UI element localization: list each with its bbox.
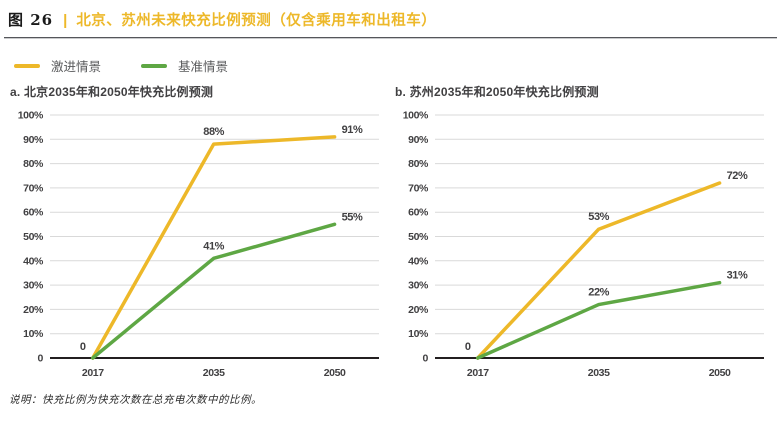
y-axis-tick: 20% bbox=[23, 304, 44, 316]
x-axis-tick: 2050 bbox=[709, 367, 731, 379]
data-label: 0 bbox=[80, 341, 86, 353]
y-axis-tick: 80% bbox=[23, 158, 44, 170]
legend-item: 激进情景 bbox=[14, 56, 101, 75]
y-axis-tick: 90% bbox=[408, 134, 429, 146]
title-separator: | bbox=[63, 12, 68, 29]
y-axis-tick: 60% bbox=[23, 207, 44, 219]
y-axis-tick: 100% bbox=[403, 110, 429, 122]
y-axis-tick: 30% bbox=[408, 280, 429, 292]
x-axis-tick: 2017 bbox=[467, 367, 489, 379]
chart-subtitle-suzhou: b. 苏州2035年和2050年快充比例预测 bbox=[395, 85, 599, 99]
chart-panel-beijing: a. 北京2035年和2050年快充比例预测 100% 90% 80% 70% 60% 5… bbox=[8, 83, 388, 388]
legend: 激进情景 基准情景 bbox=[14, 56, 781, 75]
data-label: 22% bbox=[588, 287, 609, 299]
line-chart: 100% 90% 80% 70% 60% 50% 40% 30% 20% 10% 0 2017 2035… bbox=[18, 110, 379, 379]
y-axis-tick: 90% bbox=[23, 134, 44, 146]
y-axis-tick: 30% bbox=[23, 280, 44, 292]
y-axis-tick: 40% bbox=[23, 255, 44, 267]
data-label: 0 bbox=[465, 341, 471, 353]
charts-row: a. 北京2035年和2050年快充比例预测 100% 90% 80% 70% 60% 5… bbox=[8, 83, 781, 388]
series-line bbox=[476, 280, 722, 360]
y-axis-tick: 70% bbox=[23, 182, 44, 194]
header-divider bbox=[4, 37, 777, 39]
x-axis-tick: 2050 bbox=[324, 367, 346, 379]
data-label: 53% bbox=[588, 211, 609, 223]
data-label: 91% bbox=[342, 124, 363, 136]
y-axis-tick: 70% bbox=[408, 182, 429, 194]
chart-panel-suzhou: b. 苏州2035年和2050年快充比例预测 100% 90% 80% 70% 60% 5… bbox=[393, 83, 773, 388]
y-axis-tick: 100% bbox=[18, 110, 44, 122]
y-axis-tick: 40% bbox=[408, 255, 429, 267]
chart-subtitle-beijing: a. 北京2035年和2050年快充比例预测 bbox=[10, 85, 214, 99]
legend-label: 激进情景 bbox=[51, 60, 102, 74]
data-label: 55% bbox=[342, 211, 363, 223]
y-axis-tick: 0 bbox=[38, 353, 44, 365]
y-axis-tick: 10% bbox=[408, 328, 429, 340]
data-label: 31% bbox=[727, 270, 748, 282]
legend-item: 基准情景 bbox=[141, 56, 228, 75]
y-axis-tick: 0 bbox=[423, 353, 429, 365]
baseline-scenario-swatch bbox=[141, 63, 168, 68]
x-axis-tick: 2035 bbox=[588, 367, 610, 379]
data-label: 72% bbox=[727, 170, 748, 182]
figure-title: 北京、苏州未来快充比例预测（仅含乘用车和出租车） bbox=[76, 13, 437, 29]
y-axis-tick: 20% bbox=[408, 304, 429, 316]
series-line bbox=[91, 135, 337, 360]
data-label: 88% bbox=[203, 126, 224, 138]
line-chart: 100% 90% 80% 70% 60% 50% 40% 30% 20% 10% 0 2017 2035… bbox=[403, 110, 764, 379]
series-line bbox=[91, 222, 337, 360]
figure-number: 图 26 bbox=[8, 11, 54, 29]
chart-beijing: 100% 90% 80% 70% 60% 50% 40% 30% 20% 10% 0 2017 2035… bbox=[8, 102, 388, 388]
x-axis-tick: 2017 bbox=[82, 367, 104, 379]
data-label: 41% bbox=[203, 240, 224, 252]
legend-label: 基准情景 bbox=[178, 60, 229, 74]
y-axis-tick: 50% bbox=[23, 231, 44, 243]
y-axis-tick: 50% bbox=[408, 231, 429, 243]
x-axis-tick: 2035 bbox=[203, 367, 225, 379]
y-axis-tick: 80% bbox=[408, 158, 429, 170]
y-axis-tick: 10% bbox=[23, 328, 44, 340]
aggressive-scenario-swatch bbox=[14, 63, 40, 68]
figure-header: 图 26 | 北京、苏州未来快充比例预测（仅含乘用车和出租车） bbox=[0, 0, 781, 30]
chart-suzhou: 100% 90% 80% 70% 60% 50% 40% 30% 20% 10% 0 2017 2035… bbox=[393, 102, 773, 388]
footnote: 说明：快充比例为快充次数在总充电次数中的比例。 bbox=[9, 394, 262, 406]
series-line bbox=[476, 181, 722, 360]
y-axis-tick: 60% bbox=[408, 207, 429, 219]
